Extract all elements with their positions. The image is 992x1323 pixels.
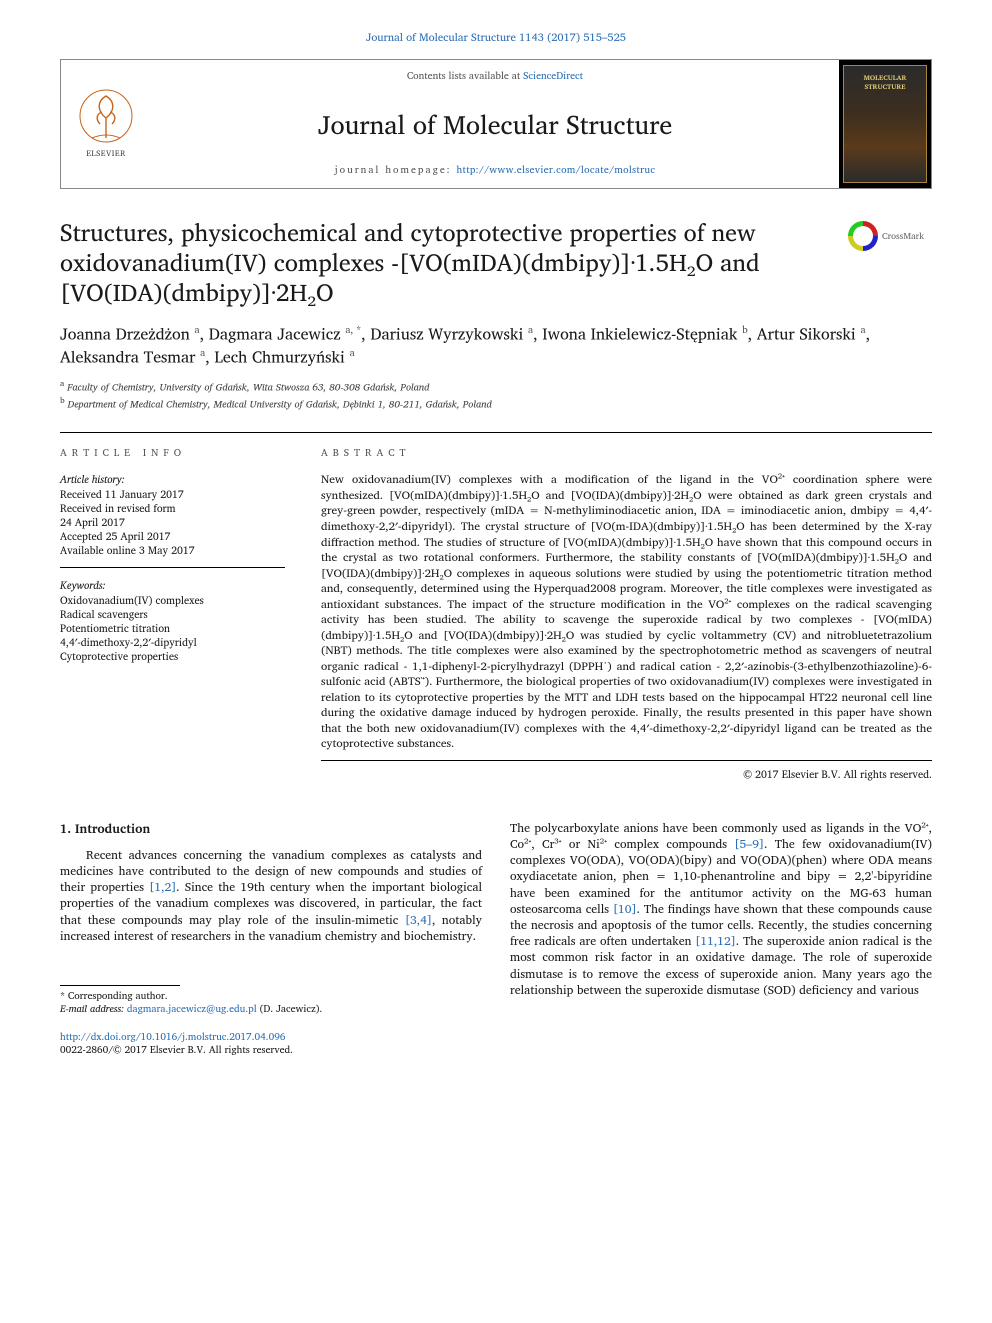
right-column: The polycarboxylate anions have been com… xyxy=(510,821,932,1058)
crossmark-label: CrossMark xyxy=(882,230,924,242)
cover-thumb-cell: MOLECULAR STRUCTURE xyxy=(839,60,931,188)
crossmark-icon xyxy=(848,221,878,251)
email-suffix: (D. Jacewicz). xyxy=(257,1001,323,1017)
abstract-body: New oxidovanadium(IV) complexes with a m… xyxy=(321,472,932,760)
intro-paragraph-right: The polycarboxylate anions have been com… xyxy=(510,821,932,999)
keyword-line: Cytoprotective properties xyxy=(60,649,285,663)
elsevier-logo[interactable]: ELSEVIER xyxy=(78,88,134,159)
contents-prefix: Contents lists available at xyxy=(407,68,523,84)
masthead: ELSEVIER Contents lists available at Sci… xyxy=(60,59,932,189)
reference-link[interactable]: [11,12] xyxy=(695,932,736,951)
citation-link[interactable]: Journal of Molecular Structure 1143 (201… xyxy=(366,28,626,46)
abstract-heading: ABSTRACT xyxy=(321,447,932,461)
publisher-logo-cell: ELSEVIER xyxy=(61,60,151,188)
elsevier-tree-icon xyxy=(78,88,134,144)
journal-name: Journal of Molecular Structure xyxy=(163,108,827,143)
corresponding-author-footer: * Corresponding author. E-mail address: … xyxy=(60,985,482,1017)
reference-link[interactable]: [10] xyxy=(613,900,637,919)
elsevier-wordmark: ELSEVIER xyxy=(78,148,134,159)
corresponding-email-line: E-mail address: dagmara.jacewicz@ug.edu.… xyxy=(60,1003,482,1017)
left-column: 1. Introduction Recent advances concerni… xyxy=(60,821,482,1058)
author-list: Joanna Drzeżdżon a, Dagmara Jacewicz a, … xyxy=(60,323,932,368)
issn-copyright-line: 0022-2860/© 2017 Elsevier B.V. All right… xyxy=(60,1042,293,1058)
body-two-column: 1. Introduction Recent advances concerni… xyxy=(60,821,932,1058)
abstract-column: ABSTRACT New oxidovanadium(IV) complexes… xyxy=(321,447,932,781)
affiliation-line: b Department of Medical Chemistry, Medic… xyxy=(60,395,932,412)
intro-paragraph-left: Recent advances concerning the vanadium … xyxy=(60,848,482,945)
crossmark-badge[interactable]: CrossMark xyxy=(848,221,932,251)
history-line: Available online 3 May 2017 xyxy=(60,543,285,557)
article-history-block: Article history: Received 11 January 201… xyxy=(60,472,285,568)
homepage-label: journal homepage: xyxy=(335,162,457,178)
corresponding-email-link[interactable]: dagmara.jacewicz@ug.edu.pl xyxy=(127,1001,257,1017)
reference-link[interactable]: [3,4] xyxy=(405,911,432,930)
reference-link[interactable]: [1,2] xyxy=(149,878,176,897)
contents-available-line: Contents lists available at ScienceDirec… xyxy=(163,70,827,84)
abstract-copyright: © 2017 Elsevier B.V. All rights reserved… xyxy=(321,767,932,781)
article-page: Journal of Molecular Structure 1143 (201… xyxy=(0,0,992,1098)
doi-footer: http://dx.doi.org/10.1016/j.molstruc.201… xyxy=(60,1031,482,1058)
journal-cover-thumb[interactable]: MOLECULAR STRUCTURE xyxy=(843,65,927,183)
email-label: E-mail address: xyxy=(60,1001,127,1017)
article-info-column: ARTICLE INFO Article history: Received 1… xyxy=(60,447,285,781)
affiliation-line: a Faculty of Chemistry, University of Gd… xyxy=(60,378,932,395)
reference-link[interactable]: [5–9] xyxy=(734,835,764,854)
journal-homepage-link[interactable]: http://www.elsevier.com/locate/molstruc xyxy=(456,162,655,178)
info-abstract-row: ARTICLE INFO Article history: Received 1… xyxy=(60,432,932,781)
section-heading-introduction: 1. Introduction xyxy=(60,821,482,838)
article-info-heading: ARTICLE INFO xyxy=(60,447,285,461)
masthead-center: Contents lists available at ScienceDirec… xyxy=(151,60,839,188)
article-title: Structures, physicochemical and cytoprot… xyxy=(60,217,836,307)
title-row: Structures, physicochemical and cytoprot… xyxy=(60,217,932,323)
sciencedirect-link[interactable]: ScienceDirect xyxy=(523,68,583,84)
journal-homepage-line: journal homepage: http://www.elsevier.co… xyxy=(163,164,827,178)
affiliations: a Faculty of Chemistry, University of Gd… xyxy=(60,378,932,412)
footnote-rule xyxy=(60,985,180,986)
running-head-citation: Journal of Molecular Structure 1143 (201… xyxy=(60,30,932,45)
cover-thumb-label: MOLECULAR STRUCTURE xyxy=(844,74,926,93)
keywords-block: Keywords: Oxidovanadium(IV) complexesRad… xyxy=(60,578,285,673)
